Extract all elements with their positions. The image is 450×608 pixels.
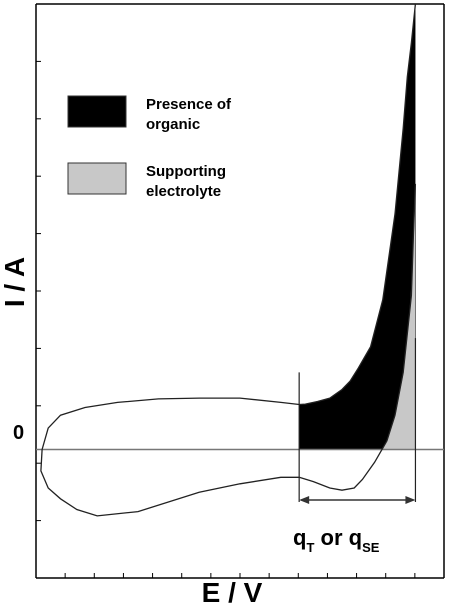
charge-label: qT or qSE <box>293 525 380 555</box>
axes <box>35 3 445 579</box>
y-axis-label: I / A <box>0 257 30 307</box>
legend-swatch-2 <box>67 162 127 195</box>
legend-swatch-1 <box>67 95 127 128</box>
charge-arrow-left-head <box>299 496 310 504</box>
legend-label-1: organic <box>146 116 200 133</box>
charge-annotation: qT or qSE <box>293 496 416 555</box>
charge-arrow-right-head <box>405 496 416 504</box>
legend-label-2: electrolyte <box>146 183 221 200</box>
legend: Presence of organic Supporting electrolyte <box>67 95 232 200</box>
series-line-1 <box>299 3 417 406</box>
series-line-3 <box>299 183 417 491</box>
legend-label-2: Supporting <box>146 163 226 180</box>
legend-label-1: Presence of <box>146 96 232 113</box>
charge-regions <box>299 4 416 450</box>
zero-tick-label: 0 <box>13 422 24 444</box>
x-axis-label: E / V <box>202 577 263 608</box>
voltammetry-curves <box>40 3 417 517</box>
series-line-2 <box>40 397 300 517</box>
organic-charge-region <box>299 4 416 450</box>
